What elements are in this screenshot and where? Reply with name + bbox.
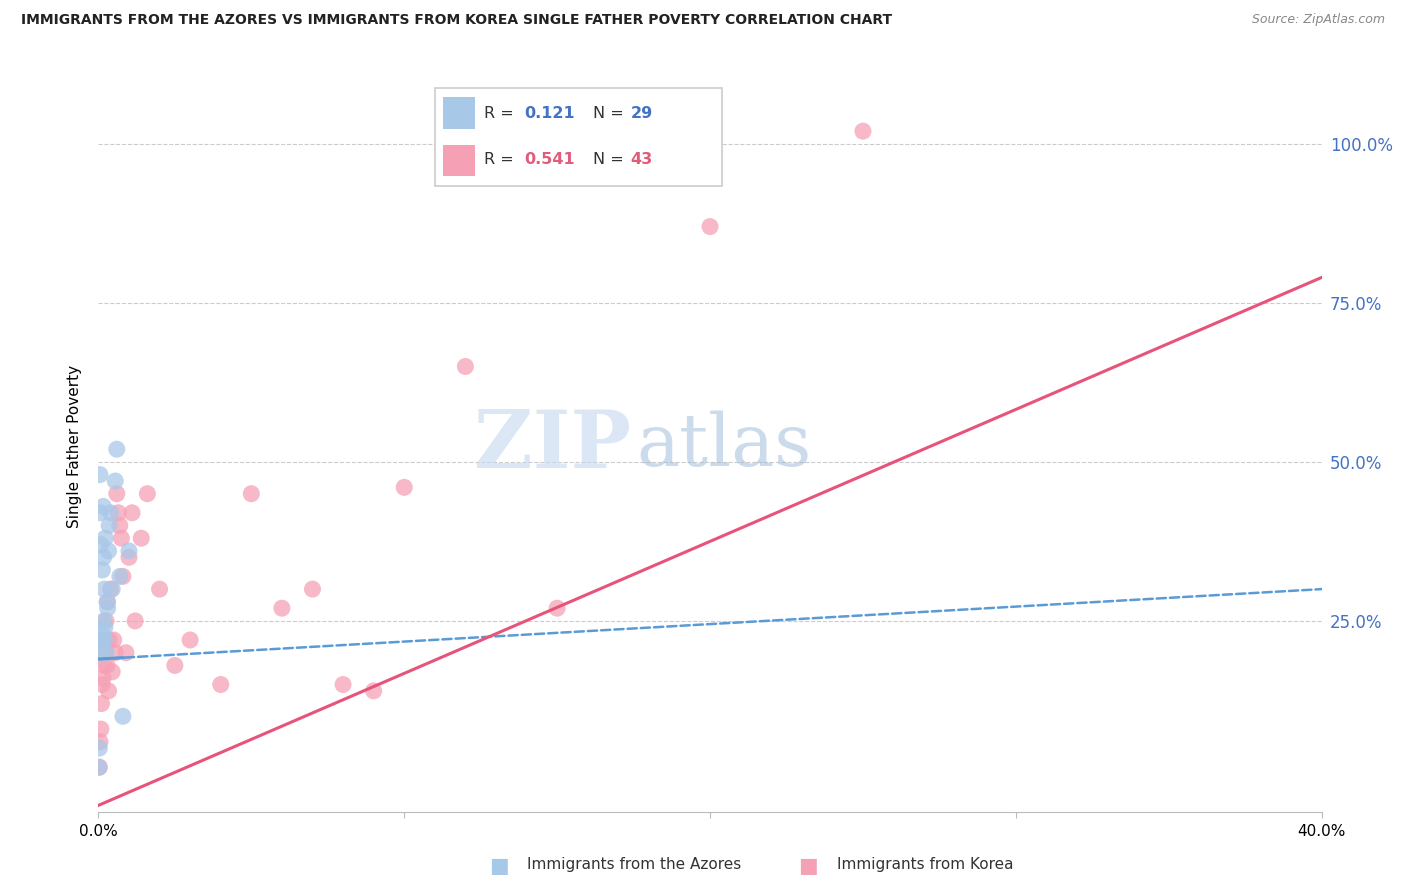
Point xyxy=(90,646,112,660)
Point xyxy=(97,544,120,558)
Point xyxy=(454,359,477,374)
Point xyxy=(124,614,146,628)
Point xyxy=(105,486,128,500)
Point xyxy=(96,658,118,673)
Text: ZIP: ZIP xyxy=(474,407,630,485)
Point xyxy=(98,518,121,533)
Point xyxy=(392,480,416,494)
Point xyxy=(93,646,115,660)
Point xyxy=(89,735,111,749)
Point xyxy=(93,658,115,673)
Point xyxy=(852,124,875,138)
Point xyxy=(91,500,114,514)
Point xyxy=(209,677,232,691)
Point xyxy=(179,632,201,647)
Point xyxy=(94,620,117,634)
Point xyxy=(100,582,122,596)
Point xyxy=(136,486,159,500)
Point xyxy=(91,671,114,685)
Point xyxy=(270,601,292,615)
Point xyxy=(699,219,721,234)
Point xyxy=(363,684,385,698)
Point xyxy=(90,697,112,711)
Point xyxy=(118,550,141,565)
Point xyxy=(105,442,128,457)
Text: IMMIGRANTS FROM THE AZORES VS IMMIGRANTS FROM KOREA SINGLE FATHER POVERTY CORREL: IMMIGRANTS FROM THE AZORES VS IMMIGRANTS… xyxy=(21,13,893,28)
Point xyxy=(149,582,172,596)
Text: ■: ■ xyxy=(489,856,509,876)
Point xyxy=(93,550,115,565)
Point xyxy=(93,632,115,647)
Point xyxy=(546,601,568,615)
Point xyxy=(101,582,124,596)
Point xyxy=(97,601,120,615)
Point xyxy=(90,632,112,647)
Point xyxy=(111,709,134,723)
Point xyxy=(97,595,120,609)
Point xyxy=(108,569,131,583)
Point xyxy=(90,722,112,736)
Point xyxy=(301,582,323,596)
Point xyxy=(100,506,122,520)
Point xyxy=(107,506,129,520)
Point xyxy=(98,632,121,647)
Point xyxy=(89,506,111,520)
Point xyxy=(108,518,131,533)
Y-axis label: Single Father Poverty: Single Father Poverty xyxy=(67,365,83,527)
Point xyxy=(97,684,120,698)
Point xyxy=(91,677,114,691)
Point xyxy=(110,531,132,545)
Point xyxy=(93,614,115,628)
Point xyxy=(94,531,117,545)
Point xyxy=(111,569,134,583)
Point xyxy=(94,614,117,628)
Text: atlas: atlas xyxy=(637,410,813,482)
Point xyxy=(332,677,354,691)
Point xyxy=(101,665,124,679)
Point xyxy=(103,632,125,647)
Point xyxy=(89,760,111,774)
Point xyxy=(104,646,127,660)
Text: ■: ■ xyxy=(799,856,818,876)
Point xyxy=(87,760,110,774)
Point xyxy=(240,486,263,500)
Point xyxy=(89,741,111,756)
Point xyxy=(94,632,117,647)
Text: Source: ZipAtlas.com: Source: ZipAtlas.com xyxy=(1251,13,1385,27)
Point xyxy=(121,506,143,520)
Point xyxy=(89,467,111,482)
Point xyxy=(94,646,117,660)
Point xyxy=(90,538,112,552)
Point xyxy=(163,658,186,673)
Point xyxy=(91,563,114,577)
Point xyxy=(93,582,115,596)
Point xyxy=(129,531,152,545)
Text: Immigrants from Korea: Immigrants from Korea xyxy=(837,857,1014,872)
Text: Immigrants from the Azores: Immigrants from the Azores xyxy=(527,857,741,872)
Point xyxy=(96,595,118,609)
Point xyxy=(91,632,114,647)
Point xyxy=(118,544,141,558)
Point xyxy=(91,626,114,640)
Point xyxy=(115,646,138,660)
Point xyxy=(104,474,127,488)
